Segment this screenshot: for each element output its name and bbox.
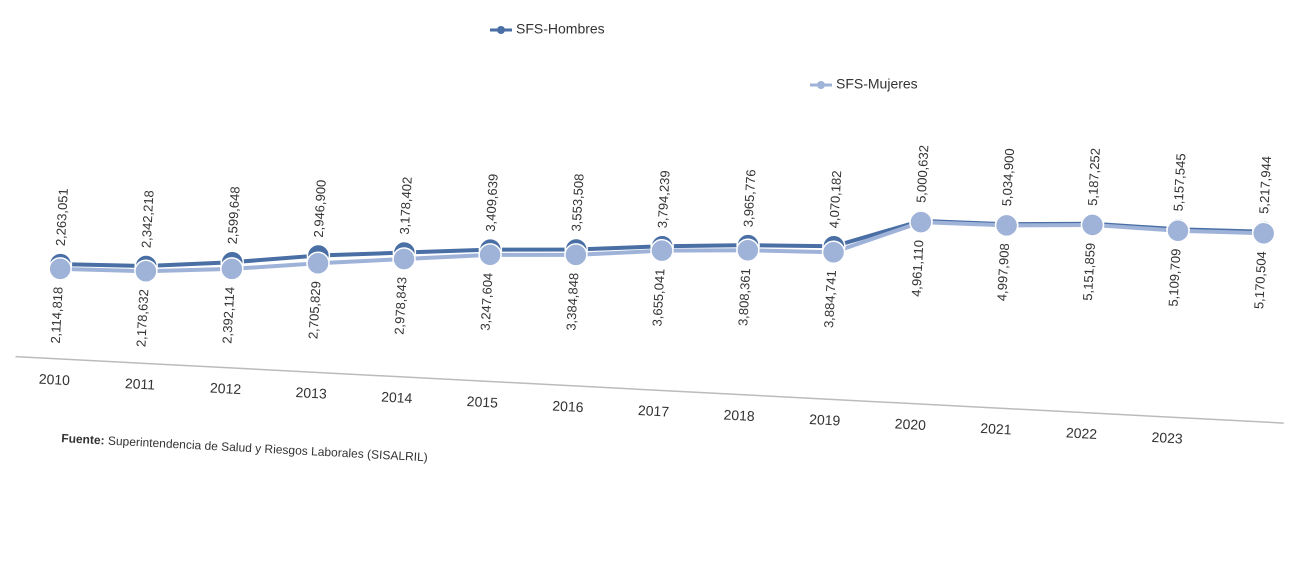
data-label: 3,794,239 [655, 170, 673, 229]
data-point [478, 243, 502, 267]
x-tick-label: 2017 [638, 402, 670, 420]
data-label: 3,808,361 [735, 268, 753, 327]
x-tick-label: 2018 [723, 406, 755, 424]
data-label: 3,553,508 [569, 173, 587, 232]
data-point [48, 257, 72, 281]
data-label: 2,392,114 [219, 286, 237, 344]
data-label: 2,599,648 [225, 186, 243, 245]
x-tick-label: 2013 [295, 384, 327, 402]
data-label: 2,705,829 [305, 281, 323, 340]
data-label: 3,247,604 [478, 272, 496, 331]
data-label: 3,409,639 [483, 173, 501, 232]
data-label: 5,000,632 [913, 145, 931, 204]
data-label: 3,178,402 [397, 176, 415, 235]
x-tick-label: 2021 [980, 420, 1012, 438]
data-point [909, 210, 933, 234]
x-tick-label: 2019 [809, 411, 841, 429]
data-label: 5,157,545 [1170, 153, 1188, 212]
data-label: 5,217,944 [1256, 156, 1274, 215]
data-label: 5,109,709 [1165, 248, 1183, 307]
data-point [392, 247, 416, 271]
x-tick-label: 2014 [381, 389, 413, 407]
plot-area: Fuente: Superintendencia de Salud y Ries… [15, 145, 1284, 464]
data-label: 2,263,051 [53, 188, 71, 247]
data-point [994, 213, 1019, 238]
data-point [134, 259, 158, 284]
x-axis-line [15, 355, 1284, 424]
source-text: Superintendencia de Salud y Riesgos Labo… [108, 434, 428, 465]
x-tick-label: 2015 [466, 393, 498, 411]
x-tick-label: 2016 [552, 398, 584, 416]
data-label: 3,384,848 [563, 272, 581, 331]
source-note: Fuente: Superintendencia de Salud y Ries… [61, 431, 428, 464]
data-label: 4,070,182 [826, 170, 844, 229]
data-label: 2,978,843 [392, 277, 410, 336]
data-label: 3,965,776 [740, 169, 758, 228]
x-tick-label: 2023 [1151, 429, 1183, 447]
data-point [736, 238, 760, 262]
x-tick-label: 2020 [894, 415, 926, 433]
data-label: 2,114,818 [48, 286, 66, 344]
source-label: Fuente: [61, 431, 105, 447]
data-label: 5,187,252 [1085, 148, 1103, 207]
legend-label: SFS-Mujeres [836, 76, 918, 92]
data-point [564, 243, 588, 267]
data-label: 5,170,504 [1251, 251, 1269, 310]
data-point [306, 251, 330, 276]
data-label: 2,946,900 [311, 179, 329, 238]
legend-marker [497, 26, 505, 34]
x-tick-label: 2011 [125, 375, 156, 393]
data-label: 3,655,041 [649, 268, 667, 327]
data-point [220, 257, 244, 281]
data-label: 2,178,632 [133, 289, 151, 348]
data-label: 4,997,908 [994, 243, 1012, 302]
x-tick-label: 2022 [1066, 424, 1098, 442]
data-label: 4,961,110 [908, 240, 926, 298]
legend-label: SFS-Hombres [516, 21, 605, 37]
x-tick-label: 2010 [38, 371, 70, 389]
data-label: 5,151,859 [1080, 242, 1098, 301]
data-label: 3,884,741 [821, 270, 839, 329]
data-label: 2,342,218 [139, 190, 157, 249]
data-label: 5,034,900 [999, 148, 1017, 207]
data-point [650, 238, 674, 263]
data-point [1166, 219, 1190, 243]
data-point [821, 240, 846, 265]
data-point [1080, 213, 1105, 237]
data-point [1251, 221, 1276, 246]
x-tick-label: 2012 [210, 380, 242, 398]
legend-marker [817, 81, 825, 89]
